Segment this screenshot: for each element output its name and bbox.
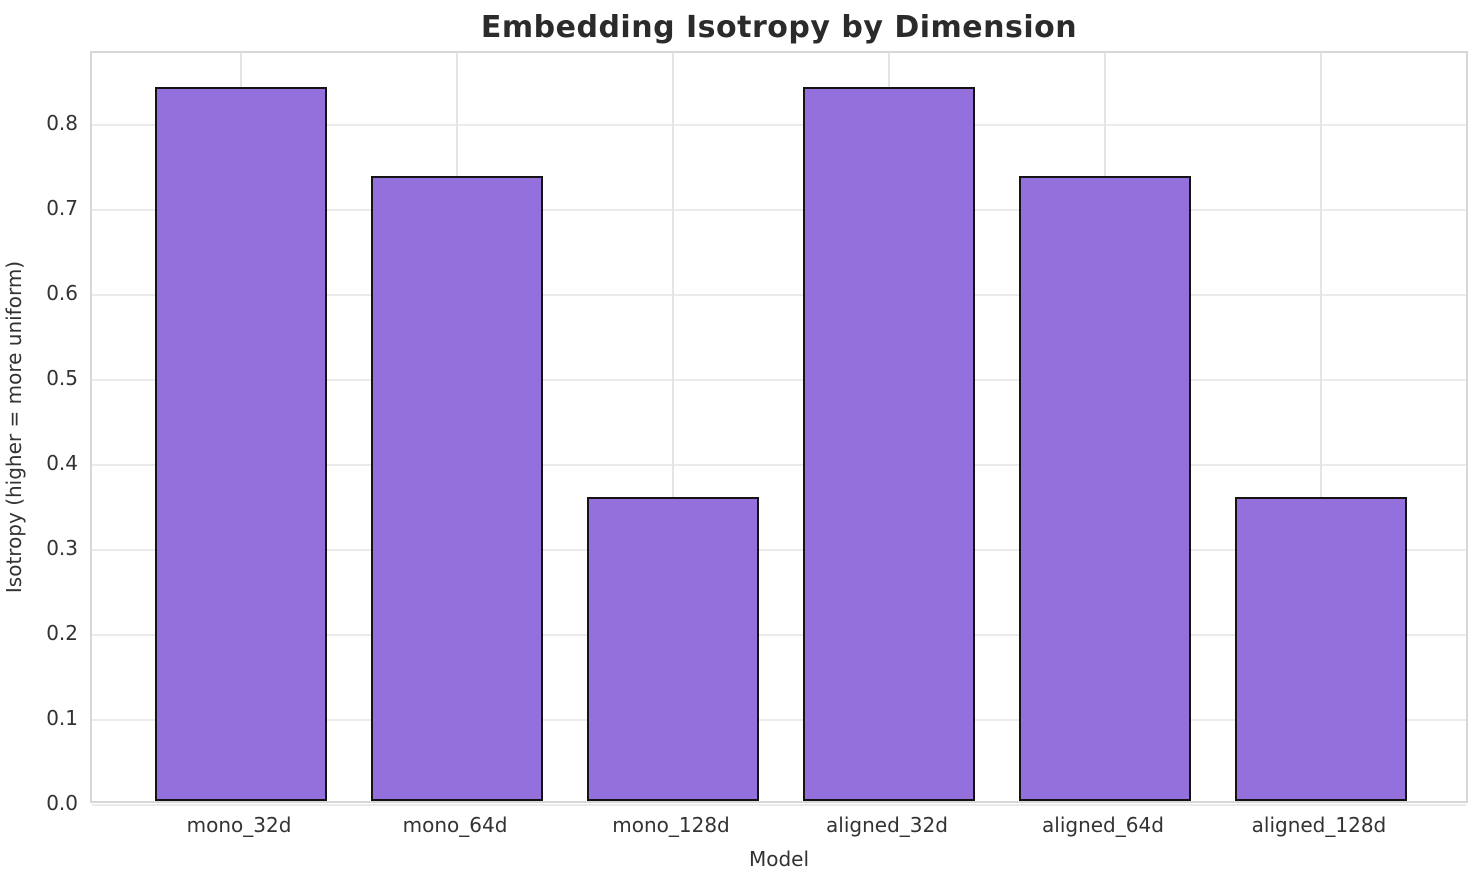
h-gridline bbox=[92, 804, 1466, 806]
x-tick-label-mono_32d: mono_32d bbox=[186, 813, 292, 837]
x-tick-label-aligned_64d: aligned_64d bbox=[1042, 813, 1164, 837]
bar-mono_64d bbox=[370, 175, 544, 801]
bar-mono_128d bbox=[586, 496, 760, 801]
h-gridline bbox=[92, 124, 1466, 127]
plot-area bbox=[90, 51, 1468, 806]
bar-aligned_128d bbox=[1234, 496, 1408, 801]
v-gridline bbox=[672, 53, 674, 801]
h-gridline bbox=[92, 209, 1466, 212]
y-tick-label: 0.3 bbox=[46, 536, 78, 561]
bar-aligned_64d bbox=[1018, 175, 1192, 801]
h-gridline bbox=[92, 549, 1466, 552]
y-tick-label: 0.2 bbox=[46, 621, 78, 646]
y-tick-label: 0.5 bbox=[46, 366, 78, 391]
h-gridline bbox=[92, 294, 1466, 297]
x-axis-label: Model bbox=[748, 847, 810, 871]
v-gridline bbox=[1319, 53, 1322, 801]
x-tick-label-mono_64d: mono_64d bbox=[402, 813, 508, 837]
y-tick-label: 0.1 bbox=[46, 706, 78, 731]
h-gridline bbox=[92, 719, 1466, 722]
y-tick-label: 0.7 bbox=[46, 196, 78, 221]
y-tick-label: 0.8 bbox=[46, 111, 78, 136]
h-gridline bbox=[92, 464, 1466, 467]
y-tick-label: 0.0 bbox=[46, 791, 78, 815]
h-gridline bbox=[92, 379, 1466, 382]
y-tick-label: 0.4 bbox=[46, 451, 78, 476]
y-tick-label: 0.6 bbox=[46, 281, 78, 306]
x-tick-label-aligned_128d: aligned_128d bbox=[1251, 813, 1387, 837]
h-gridline bbox=[92, 634, 1466, 637]
chart-title: Embedding Isotropy by Dimension bbox=[480, 10, 1078, 45]
bar-aligned_32d bbox=[802, 87, 976, 801]
x-tick-label-aligned_32d: aligned_32d bbox=[826, 813, 948, 837]
x-tick-label-mono_128d: mono_128d bbox=[612, 813, 730, 837]
bar-mono_32d bbox=[154, 87, 328, 801]
